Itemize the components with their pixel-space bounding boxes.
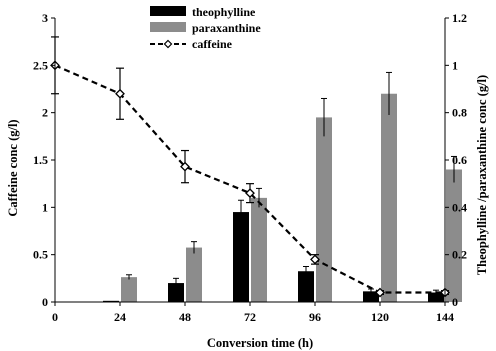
bar-paraxanthine	[381, 93, 397, 302]
x-tick-label: 24	[114, 310, 126, 324]
bar-paraxanthine	[446, 169, 462, 302]
bar-theophylline	[428, 292, 444, 302]
bar-theophylline	[233, 212, 249, 302]
y-axis-left-title: Caffeine conc (g/l)	[6, 119, 20, 216]
y-left-tick-label: 0	[42, 295, 48, 309]
bar-theophylline	[103, 300, 119, 302]
bar-paraxanthine	[316, 117, 332, 303]
bar-theophylline	[298, 271, 314, 302]
bar-paraxanthine	[186, 247, 202, 302]
x-tick-label: 96	[309, 310, 321, 324]
y-left-tick-label: 0.5	[33, 248, 48, 262]
y-right-tick-label: 1.2	[452, 11, 467, 25]
bar-theophylline	[168, 283, 184, 302]
y-right-tick-label: 0.8	[452, 106, 467, 120]
marker-caffeine	[180, 161, 190, 172]
y-right-tick-label: 1	[452, 58, 458, 72]
y-left-tick-label: 3	[42, 11, 48, 25]
legend-marker-caffeine	[163, 39, 173, 49]
y-right-tick-label: 0.2	[452, 248, 467, 262]
bar-paraxanthine	[251, 197, 267, 302]
legend-label-caffeine: caffeine	[192, 37, 233, 51]
x-tick-label: 0	[52, 310, 58, 324]
bar-paraxanthine	[121, 277, 137, 302]
y-axis-right-title: Theophylline /paraxanthine conc (g/l)	[475, 75, 489, 275]
y-right-tick-label: 0.6	[452, 153, 467, 167]
y-left-tick-label: 1.5	[33, 153, 48, 167]
marker-caffeine	[310, 254, 320, 265]
marker-caffeine	[375, 287, 385, 298]
marker-caffeine	[115, 88, 125, 99]
x-tick-label: 144	[436, 310, 454, 324]
legend-label-paraxanthine: paraxanthine	[192, 21, 261, 35]
bar-theophylline	[363, 291, 379, 302]
x-tick-label: 120	[371, 310, 389, 324]
y-left-tick-label: 2.5	[33, 58, 48, 72]
x-tick-label: 48	[179, 310, 191, 324]
x-tick-label: 72	[244, 310, 256, 324]
y-left-tick-label: 2	[42, 106, 48, 120]
legend-swatch-theophylline	[150, 6, 186, 16]
y-right-tick-label: 0	[452, 295, 458, 309]
y-left-tick-label: 1	[42, 200, 48, 214]
legend-swatch-paraxanthine	[150, 22, 186, 32]
x-axis-title: Conversion time (h)	[207, 336, 313, 350]
plot-area	[50, 36, 462, 303]
y-right-tick-label: 0.4	[452, 200, 467, 214]
legend-label-theophylline: theophylline	[192, 5, 256, 19]
legend: theophylline paraxanthine caffeine	[150, 5, 261, 51]
axes: 0 0.5 1 1.5 2 2.5 3 0 0.2 0.4 0.6 0.8 1 1.2 0 24 48 72 96 1…	[33, 11, 467, 324]
marker-caffeine	[245, 188, 255, 199]
